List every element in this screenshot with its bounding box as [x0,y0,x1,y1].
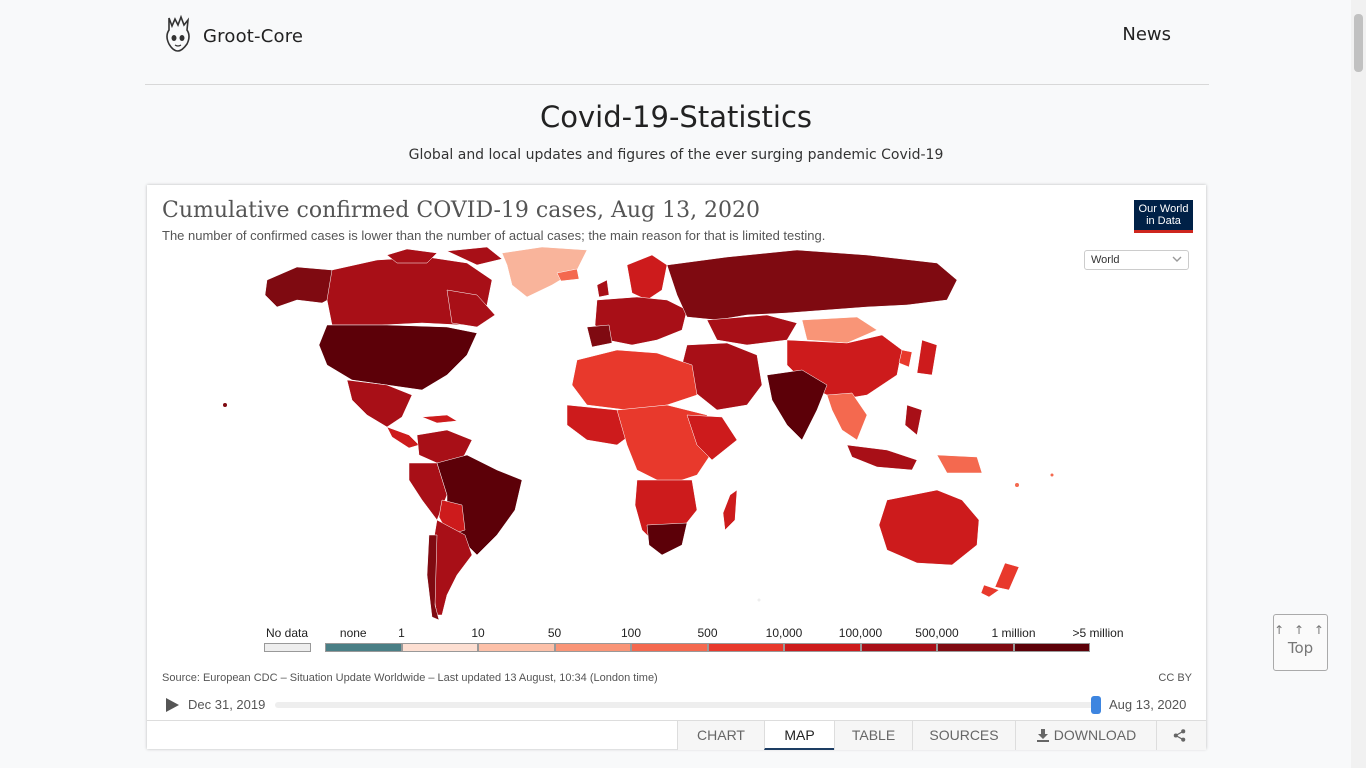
page-title: Covid-19-Statistics [539,100,813,134]
tab-sources[interactable]: SOURCES [912,721,1015,750]
legend-label: 1 million [991,626,1036,640]
tab-download-label: DOWNLOAD [1053,727,1137,743]
page-scrollbar[interactable] [1351,0,1366,768]
legend-no-data-swatch [264,643,311,652]
brand-name: Groot-Core [203,25,304,47]
license-link[interactable]: CC BY [1158,672,1192,684]
chart-tabs: CHART MAP TABLE SOURCES DOWNLOAD [147,720,1206,750]
map-region-russia [666,249,958,321]
legend-swatch [860,643,937,652]
chevron-down-icon [1172,253,1182,265]
navbar: Groot-Core News [145,0,1209,85]
map-region-india [766,369,828,441]
play-icon[interactable] [164,697,180,713]
legend-label: 10,000 [765,626,803,640]
legend-label: 1 [398,626,405,640]
legend-swatch [401,643,478,652]
tab-table[interactable]: TABLE [834,721,912,750]
legend-swatch [325,643,402,652]
legend-swatch [937,643,1014,652]
share-button[interactable] [1156,721,1206,750]
chart-title: Cumulative confirmed COVID-19 cases, Aug… [162,198,761,223]
legend-swatch [1013,643,1090,652]
map-region-australia [878,489,980,566]
timeline-handle[interactable] [1091,696,1101,714]
map-region-canada-east [446,289,496,328]
world-map[interactable] [147,245,1206,625]
timeline-track[interactable] [275,702,1097,708]
nav-news-link[interactable]: News [1122,24,1171,45]
page-subtitle: Global and local updates and figures of … [408,147,944,163]
legend-label: 100 [620,626,642,640]
map-region-scandinavia [626,254,668,301]
chart-subtitle: The number of confirmed cases is lower t… [162,228,826,243]
region-select[interactable]: World [1084,250,1189,270]
tab-chart[interactable]: CHART [677,721,764,750]
legend-label: 10 [471,626,485,640]
legend-swatch [631,643,708,652]
map-region-greenland [501,246,588,298]
legend-label: 100,000 [838,626,883,640]
tab-download[interactable]: DOWNLOAD [1015,721,1156,750]
groot-logo-icon [163,14,193,58]
brand-link[interactable]: Groot-Core [163,14,303,58]
tab-map[interactable]: MAP [764,721,834,750]
legend-swatch [707,643,784,652]
map-region-usa [318,324,478,391]
map-legend: No data none 1 10 50 100 500 10,000 100,000 500,… [147,621,1206,661]
map-region-north-africa [571,349,698,411]
timeline-end-date: Aug 13, 2020 [1109,697,1187,712]
legend-final-label: >5 million [1072,626,1124,640]
map-region-alaska [264,266,338,308]
legend-label: none [339,626,367,640]
timeline-start-date: Dec 31, 2019 [188,697,266,712]
map-region-south-africa [646,522,688,556]
legend-swatch [554,643,631,652]
map-region-east-africa [686,414,738,461]
download-icon [1036,727,1054,743]
share-icon [1173,727,1190,743]
owid-logo[interactable]: Our World in Data [1134,200,1193,233]
chart-source: Source: European CDC – Situation Update … [162,672,658,684]
legend-label: 500,000 [915,626,959,640]
legend-no-data-label: No data [265,626,309,640]
map-region-mexico [346,379,413,428]
back-to-top-label: Top [1287,639,1314,657]
legend-swatch [784,643,861,652]
legend-label: 500 [697,626,718,640]
legend-swatch [478,643,555,652]
scrollbar-thumb[interactable] [1354,14,1363,72]
legend-label: 50 [547,626,562,640]
region-select-value: World [1091,254,1120,266]
map-region-mongolia [801,316,878,344]
back-to-top-button[interactable]: ↑ ↑ ↑ Top [1273,614,1328,671]
chart-card: Cumulative confirmed COVID-19 cases, Aug… [147,185,1206,750]
up-arrows-icon: ↑ ↑ ↑ [1274,623,1327,637]
